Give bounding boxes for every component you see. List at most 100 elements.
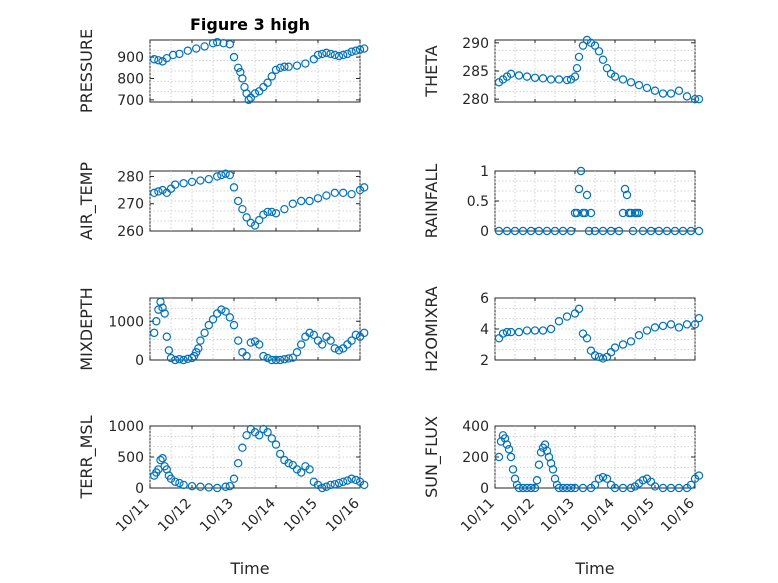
data-point [194, 344, 203, 353]
data-point [351, 330, 360, 340]
y-tick-label: 1000 [108, 419, 144, 435]
data-point [530, 73, 540, 82]
data-point [658, 483, 668, 493]
data-point [514, 483, 524, 493]
data-point [156, 297, 165, 307]
data-point [536, 448, 546, 457]
data-point [158, 454, 167, 463]
data-point [244, 95, 253, 105]
data-point [284, 62, 293, 71]
data-point [598, 472, 608, 482]
data-point [284, 354, 293, 363]
data-point [326, 480, 335, 490]
data-point [271, 65, 281, 75]
data-point [221, 307, 230, 316]
data-point [292, 348, 302, 357]
y-tick-label: 900 [117, 50, 144, 66]
data-point [284, 459, 293, 468]
data-point [204, 174, 213, 184]
data-point [686, 480, 696, 490]
data-point [506, 69, 516, 79]
data-point [554, 317, 564, 326]
data-point [200, 328, 209, 338]
data-point [280, 355, 289, 364]
data-point [233, 459, 243, 468]
data-point [572, 63, 582, 73]
y-tick-label: 0.5 [467, 194, 489, 210]
data-point [179, 480, 188, 490]
data-point [217, 170, 226, 180]
data-point [514, 327, 524, 337]
data-point [330, 188, 339, 198]
data-point [229, 474, 239, 483]
data-point [662, 226, 672, 236]
data-point [179, 355, 188, 365]
data-point [242, 213, 251, 222]
data-point [510, 226, 520, 236]
data-point [217, 305, 226, 314]
data-point [297, 196, 306, 206]
data-point [578, 41, 588, 50]
data-point [618, 483, 628, 493]
data-point [594, 474, 604, 483]
data-point [322, 48, 331, 58]
subplot-h2omixra: 2 4 6 H2OMIXRA [422, 286, 704, 372]
data-point [305, 465, 314, 474]
data-point [642, 326, 652, 335]
data-point [502, 327, 512, 337]
data-point [554, 483, 564, 493]
y-tick-label: 0 [135, 481, 144, 497]
data-point [522, 72, 532, 81]
plot-area [494, 170, 696, 232]
data-point [666, 89, 676, 98]
data-point [154, 187, 163, 196]
data-point [654, 226, 664, 236]
y-tick-label: 280 [462, 92, 489, 108]
data-point [339, 50, 348, 60]
data-point [674, 483, 684, 493]
data-point [149, 188, 159, 198]
x-tick-label: 10/14 [239, 495, 279, 535]
data-point [276, 355, 285, 365]
data-point [255, 215, 264, 225]
data-point [351, 475, 360, 485]
data-point [233, 336, 243, 345]
data-point [570, 72, 580, 81]
data-point [558, 483, 568, 493]
data-point [686, 226, 696, 236]
data-point [301, 59, 310, 68]
data-point [334, 51, 344, 61]
data-point [246, 338, 255, 347]
data-point [620, 184, 630, 194]
data-point [318, 483, 327, 493]
data-point [152, 317, 161, 326]
data-point [578, 483, 588, 493]
data-point [610, 483, 620, 493]
x-tick-label: 10/11 [458, 496, 498, 536]
data-point [598, 354, 608, 363]
data-point [156, 455, 165, 465]
data-point [187, 481, 197, 491]
data-point [542, 226, 552, 236]
data-point [158, 303, 167, 312]
data-point [355, 45, 365, 54]
y-tick-label: 0 [480, 481, 489, 497]
data-point [225, 313, 234, 322]
data-point [594, 352, 604, 362]
data-point [343, 49, 352, 59]
data-point [154, 305, 163, 314]
data-point [326, 49, 335, 59]
data-point [634, 80, 644, 90]
x-tick-label: 10/15 [281, 496, 321, 536]
data-point [160, 309, 169, 318]
data-point [250, 89, 260, 98]
data-point [326, 336, 335, 345]
data-point [574, 52, 584, 62]
data-point [170, 180, 180, 189]
data-point [196, 482, 205, 491]
data-point [238, 443, 247, 452]
data-point [562, 75, 572, 85]
data-point [538, 74, 548, 83]
data-point [638, 226, 648, 236]
x-tick-label: 10/14 [578, 495, 618, 535]
